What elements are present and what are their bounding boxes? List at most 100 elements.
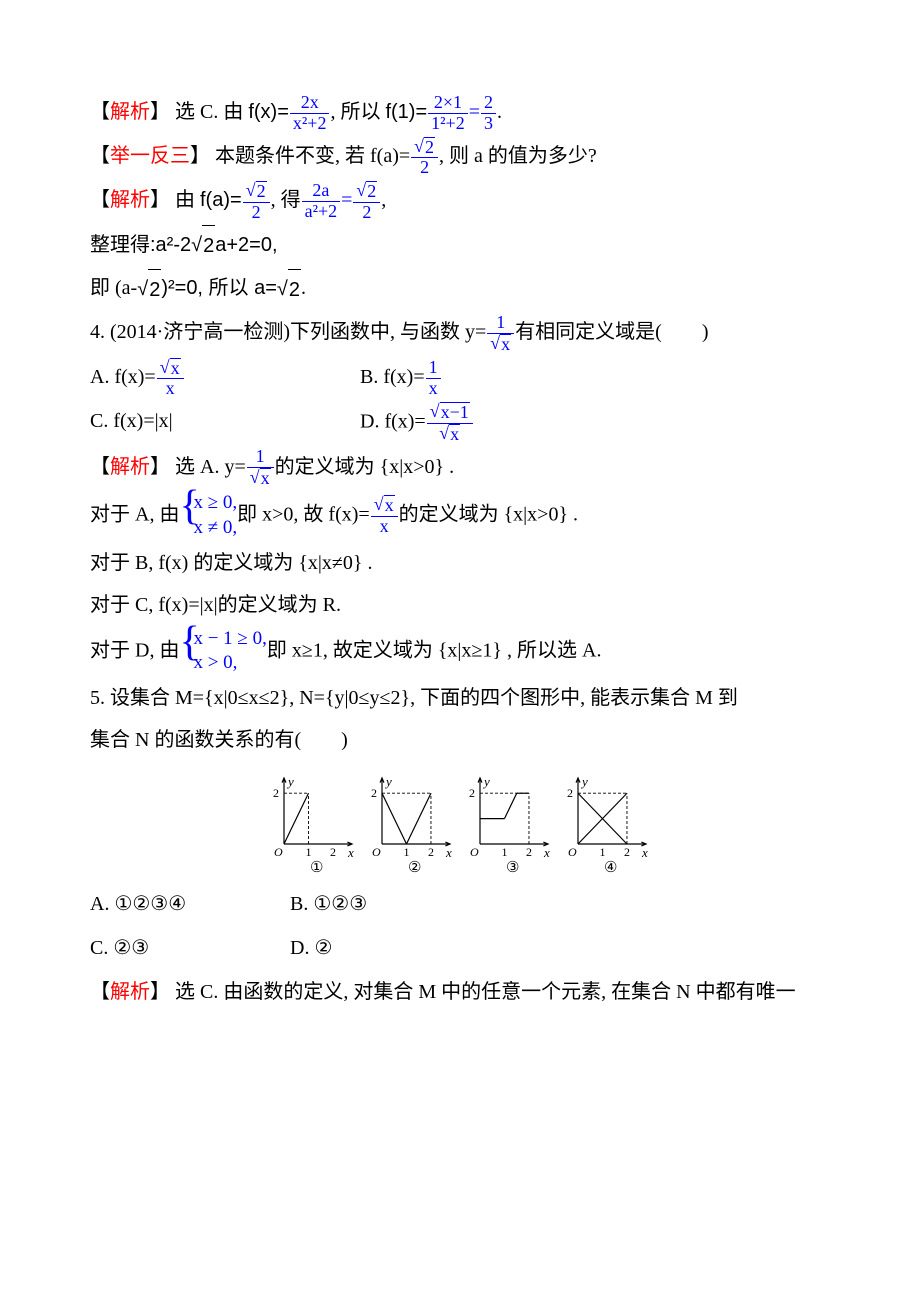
frac: 23 [481,93,496,134]
text: . [301,277,306,299]
q5-options-row1: A. ①②③④ B. ①②③ [90,884,830,924]
text: A. f(x)= [90,366,156,388]
step-result: 即 (a-√2)²=0, 所以 a=√2. [90,268,830,310]
fa: f(a)= [200,189,242,211]
svg-text:y: y [482,774,490,789]
option-A: A. f(x)=√xx [90,357,360,399]
text: 选 A. y= [175,456,246,478]
svg-text:1: 1 [501,845,507,859]
text: 对于 B, f(x) 的定义域为 {x|x≠0} . [90,552,373,574]
question-5-line2: 集合 N 的函数关系的有( ) [90,720,830,760]
q4-options-row1: A. f(x)=√xx B. f(x)=1x [90,357,830,399]
text: 4. (2014·济宁高一检测)下列函数中, 与函数 y= [90,321,486,343]
svg-text:1: 1 [305,845,311,859]
text: 的定义域为 {x|x>0} . [399,504,578,526]
solution-5: 【解析】 选 C. 由函数的定义, 对集合 M 中的任意一个元素, 在集合 N … [90,972,830,1012]
bracket-open: 【 [90,981,110,1003]
text: 对于 A, 由 [90,504,179,526]
option-D: D. f(x)=√x−1√x [360,401,830,445]
option-A: A. ①②③④ [90,884,290,924]
svg-text:1: 1 [403,845,409,859]
bracket-close: 】 [150,189,170,211]
svg-text:③: ③ [506,860,519,876]
case-B: 对于 B, f(x) 的定义域为 {x|x≠0} . [90,543,830,583]
text: C. f(x)=|x| [90,410,173,432]
option-B: B. ①②③ [290,884,490,924]
text: )²=0, 所以 a= [161,277,277,299]
svg-text:O: O [568,845,577,859]
frac: √xx [371,495,398,537]
option-C: C. f(x)=|x| [90,401,360,445]
svg-text:y: y [286,774,294,789]
text: 即 x>0, 故 f(x)= [237,504,370,526]
text: . [497,101,502,123]
svg-text:2: 2 [330,845,336,859]
svg-text:2: 2 [273,786,279,800]
svg-text:x: x [641,845,648,860]
svg-text:y: y [384,774,392,789]
bracket-close: 】 [150,981,170,1003]
svg-text:O: O [372,845,381,859]
svg-text:1: 1 [599,845,605,859]
text: 即 (a- [90,277,137,299]
text: 整理得:a²-2 [90,234,191,256]
label-analysis: 解析 [110,101,150,123]
svg-text:2: 2 [469,786,475,800]
bracket-open: 【 [90,101,110,123]
text: 有相同定义域是( ) [515,321,708,343]
svg-text:x: x [445,845,452,860]
text: B. f(x)= [360,366,425,388]
option-D: D. ② [290,928,490,968]
svg-text:①: ① [310,860,323,876]
frac: √x−1√x [427,401,473,445]
svg-text:x: x [543,845,550,860]
brace-system: x ≥ 0,x ≠ 0, [179,491,237,540]
text: D. f(x)= [360,411,426,433]
eq: = [341,189,352,211]
solution-1: 【解析】 选 C. 由 f(x)=2xx²+2, 所以 f(1)=2×11²+2… [90,92,830,134]
frac: √22 [353,181,380,223]
svg-text:O: O [470,845,479,859]
frac: 1x [426,358,441,399]
label-analysis: 解析 [110,981,150,1003]
text: 由 [175,189,200,211]
frac: 2aa²+2 [302,181,341,222]
svg-text:2: 2 [526,845,532,859]
sqrt: √2 [137,269,161,310]
svg-text:x: x [347,845,354,860]
q4-options-row2: C. f(x)=|x| D. f(x)=√x−1√x [90,401,830,445]
svg-text:④: ④ [604,860,617,876]
bracket-open: 【 [90,145,110,167]
frac: 2xx²+2 [290,93,330,134]
frac: √22 [411,136,438,178]
f1: f(1)= [385,101,427,123]
svg-text:2: 2 [567,786,573,800]
bracket-open: 【 [90,189,110,211]
brace-system: x − 1 ≥ 0,x > 0, [179,627,266,676]
text: 5. 设集合 M={x|0≤x≤2}, N={y|0≤y≤2}, 下面的四个图形… [90,687,738,709]
question-5-line1: 5. 设集合 M={x|0≤x≤2}, N={y|0≤y≤2}, 下面的四个图形… [90,678,830,718]
sqrt: √2 [277,269,301,310]
frac: 1√x [487,313,514,355]
svg-text:y: y [580,774,588,789]
text: a+2=0, [215,234,277,256]
label-analysis: 解析 [110,456,150,478]
text: 的定义域为 {x|x>0} . [275,456,454,478]
bracket-close: 】 [190,145,210,167]
bracket-close: 】 [150,456,170,478]
variation-1: 【举一反三】 本题条件不变, 若 f(a)=√22, 则 a 的值为多少? [90,136,830,178]
frac: 1√x [247,447,274,489]
text: 即 x≥1, 故定义域为 {x|x≥1} , 所以选 A. [267,639,602,661]
sqrt: √2 [191,225,215,266]
text: 本题条件不变, 若 f(a)= [215,145,410,167]
fx: f(x)= [248,101,289,123]
svg-text:O: O [274,845,283,859]
label-analysis: 解析 [110,189,150,211]
text: 对于 D, 由 [90,639,179,661]
text: , 得 [271,189,301,211]
graphs-figure: O122xy①O122xy②O122xy③O122xy④ [264,770,656,878]
solution-4: 【解析】 选 A. y=1√x的定义域为 {x|x>0} . [90,447,830,489]
text: , [381,189,386,211]
text: , 则 a 的值为多少? [439,145,597,167]
frac: 2×11²+2 [428,93,468,134]
